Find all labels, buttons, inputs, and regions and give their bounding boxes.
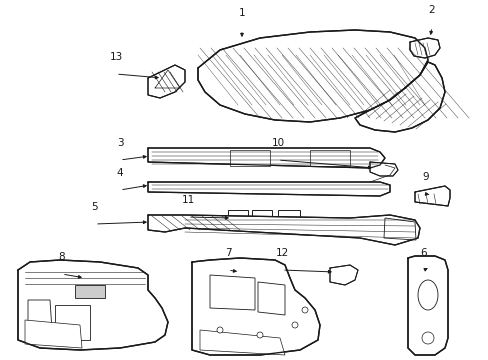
- Polygon shape: [200, 330, 285, 355]
- Text: 9: 9: [422, 172, 428, 182]
- Circle shape: [257, 332, 263, 338]
- Text: 3: 3: [117, 138, 123, 148]
- Polygon shape: [329, 265, 357, 285]
- Polygon shape: [209, 275, 254, 310]
- Text: 5: 5: [92, 202, 98, 212]
- Text: 6: 6: [420, 248, 427, 258]
- Circle shape: [217, 327, 223, 333]
- Polygon shape: [407, 256, 447, 355]
- Polygon shape: [227, 210, 247, 228]
- Polygon shape: [251, 210, 271, 228]
- Polygon shape: [258, 282, 285, 315]
- Polygon shape: [409, 38, 439, 58]
- Polygon shape: [198, 30, 427, 122]
- Text: 1: 1: [238, 8, 245, 18]
- Circle shape: [421, 332, 433, 344]
- Polygon shape: [192, 258, 319, 355]
- Polygon shape: [414, 186, 449, 206]
- Polygon shape: [309, 150, 349, 166]
- Text: 10: 10: [271, 138, 284, 148]
- Text: 11: 11: [181, 195, 194, 205]
- Text: 12: 12: [275, 248, 288, 258]
- Polygon shape: [55, 305, 90, 340]
- Polygon shape: [25, 320, 82, 348]
- Text: 4: 4: [117, 168, 123, 178]
- Polygon shape: [148, 182, 389, 196]
- Text: 13: 13: [109, 52, 122, 62]
- Polygon shape: [148, 65, 184, 98]
- Circle shape: [291, 322, 297, 328]
- Text: 8: 8: [59, 252, 65, 262]
- Polygon shape: [354, 62, 444, 132]
- Polygon shape: [369, 162, 397, 176]
- Circle shape: [302, 307, 307, 313]
- Polygon shape: [278, 210, 299, 228]
- Polygon shape: [229, 150, 269, 166]
- Polygon shape: [148, 215, 419, 245]
- Text: 7: 7: [224, 248, 231, 258]
- Polygon shape: [383, 218, 415, 240]
- Polygon shape: [148, 148, 384, 168]
- Polygon shape: [28, 300, 52, 330]
- Polygon shape: [75, 285, 105, 298]
- Text: 2: 2: [428, 5, 434, 15]
- Polygon shape: [18, 260, 168, 350]
